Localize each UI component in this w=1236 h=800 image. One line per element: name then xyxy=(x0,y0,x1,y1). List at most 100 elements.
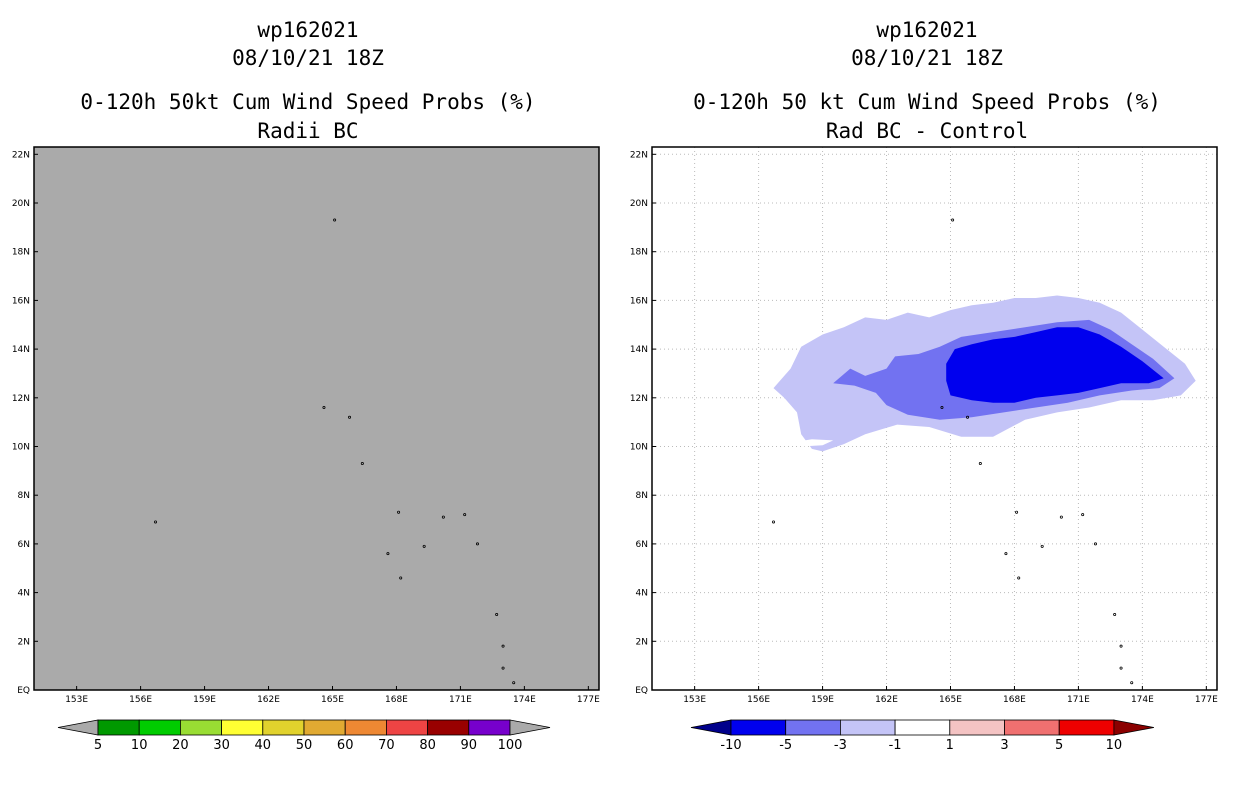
left-x-tick-label: 174E xyxy=(513,695,536,705)
left-island-4 xyxy=(397,510,401,514)
left-colorbar-swatch xyxy=(97,719,140,736)
right-island-10 xyxy=(1113,613,1117,617)
left-island-5 xyxy=(422,544,426,548)
right-colorbar-swatch xyxy=(894,719,951,736)
right-plot-frame xyxy=(651,146,1218,691)
left-x-tick-label: 156E xyxy=(129,695,152,705)
left-colorbar-label: 60 xyxy=(337,738,354,753)
left-colorbar-label: 90 xyxy=(461,738,478,753)
left-y-tick-label: 22N xyxy=(12,150,30,160)
left-island-12 xyxy=(501,666,505,670)
right-x-tick-label: 159E xyxy=(811,695,834,705)
left-colorbar-swatch xyxy=(303,719,346,736)
left-colorbar-label: 50 xyxy=(296,738,313,753)
right-island-4 xyxy=(1015,510,1019,514)
left-x-tick-label: 168E xyxy=(385,695,408,705)
left-island-7 xyxy=(463,513,467,517)
left-colorbar-label: 100 xyxy=(498,738,523,753)
right-island-5 xyxy=(1040,544,1044,548)
right-colorbar-over-arrow xyxy=(1113,719,1154,736)
left-y-tick-label: 20N xyxy=(12,199,30,209)
right-island-11 xyxy=(1119,644,1123,648)
right-colorbar-swatch xyxy=(1004,719,1060,736)
right-colorbar-label: 10 xyxy=(1106,738,1123,753)
right-x-tick-label: 156E xyxy=(747,695,770,705)
right-chart-datetime: 08/10/21 18Z xyxy=(851,46,1003,70)
left-x-tick-label: 159E xyxy=(193,695,216,705)
left-y-tick-label: 10N xyxy=(12,443,30,453)
left-colorbar-label: 40 xyxy=(255,738,272,753)
right-chart-subtitle: Rad BC - Control xyxy=(825,119,1029,143)
right-colorbar-swatch xyxy=(785,719,841,736)
right-colorbar-label: -10 xyxy=(720,738,741,753)
right-colorbar-label: -5 xyxy=(779,738,792,753)
left-colorbar-label: 70 xyxy=(378,738,395,753)
left-x-tick-label: 171E xyxy=(449,695,472,705)
left-colorbar-over-arrow xyxy=(509,719,551,736)
left-plot-frame xyxy=(33,146,600,691)
left-colorbar-label: 30 xyxy=(213,738,230,753)
right-island-12 xyxy=(1119,666,1123,670)
left-island-11 xyxy=(501,644,505,648)
left-colorbar-label: 80 xyxy=(419,738,436,753)
left-plot-background xyxy=(34,147,599,690)
left-colorbar-swatch xyxy=(179,719,222,736)
right-island-14 xyxy=(772,520,776,524)
left-y-tick-label: 14N xyxy=(12,345,30,355)
right-y-tick-label: 12N xyxy=(630,394,648,404)
right-y-tick-label: 22N xyxy=(630,150,648,160)
left-chart-datetime: 08/10/21 18Z xyxy=(232,46,384,70)
left-colorbar-label: 5 xyxy=(94,738,102,753)
right-region-3 xyxy=(797,439,834,447)
right-colorbar-label: -3 xyxy=(834,738,847,753)
right-colorbar-swatch xyxy=(730,719,787,736)
right-y-tick-label: 18N xyxy=(630,248,648,258)
right-colorbar-label: 5 xyxy=(1055,738,1063,753)
left-x-tick-label: 177E xyxy=(577,695,600,705)
left-x-tick-label: 153E xyxy=(65,695,88,705)
right-colorbar-label: -1 xyxy=(889,738,902,753)
right-island-9 xyxy=(1017,576,1021,580)
left-colorbar-swatch xyxy=(468,719,511,736)
right-y-tick-label: 8N xyxy=(636,491,648,501)
left-chart-subtitle: Radii BC xyxy=(257,119,359,143)
left-x-tick-label: 162E xyxy=(257,695,280,705)
left-island-0 xyxy=(333,218,337,222)
right-x-tick-label: 177E xyxy=(1195,695,1218,705)
right-island-3 xyxy=(978,462,982,466)
left-y-tick-label: 18N xyxy=(12,248,30,258)
left-y-tick-label: 12N xyxy=(12,394,30,404)
right-colorbar-under-arrow xyxy=(690,719,732,736)
left-y-tick-label: EQ xyxy=(17,686,30,696)
left-island-15 xyxy=(386,552,390,556)
right-x-tick-label: 168E xyxy=(1003,695,1026,705)
left-island-6 xyxy=(441,515,445,519)
left-colorbar-label: 10 xyxy=(131,738,148,753)
left-colorbar-label: 20 xyxy=(172,738,189,753)
right-chart-title: 0-120h 50 kt Cum Wind Speed Probs (%) xyxy=(693,90,1161,114)
right-x-tick-label: 153E xyxy=(683,695,706,705)
right-island-2 xyxy=(966,415,970,419)
left-colorbar-swatch xyxy=(221,719,264,736)
right-y-tick-label: EQ xyxy=(635,686,648,696)
right-island-0 xyxy=(951,218,955,222)
right-colorbar-label: 1 xyxy=(946,738,954,753)
left-island-9 xyxy=(399,576,403,580)
left-chart-title: 0-120h 50kt Cum Wind Speed Probs (%) xyxy=(80,90,536,114)
left-colorbar-swatch xyxy=(427,719,470,736)
right-region-2 xyxy=(946,327,1164,403)
right-x-tick-label: 162E xyxy=(875,695,898,705)
left-x-tick-label: 165E xyxy=(321,695,344,705)
left-colorbar-swatch xyxy=(385,719,428,736)
left-y-tick-label: 6N xyxy=(18,540,30,550)
right-island-15 xyxy=(1004,552,1008,556)
left-y-tick-label: 4N xyxy=(18,589,30,599)
left-y-tick-label: 16N xyxy=(12,296,30,306)
left-colorbar-swatch xyxy=(262,719,305,736)
right-colorbar-swatch xyxy=(949,719,1005,736)
right-island-8 xyxy=(1093,542,1097,546)
left-colorbar-under-arrow xyxy=(57,719,99,736)
right-x-tick-label: 171E xyxy=(1067,695,1090,705)
left-island-14 xyxy=(154,520,158,524)
